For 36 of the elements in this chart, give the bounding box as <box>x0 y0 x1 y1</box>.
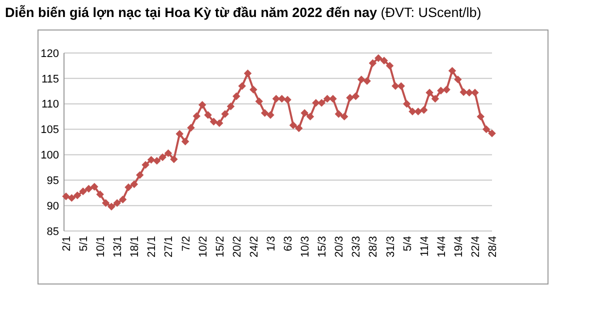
y-tick-label: 95 <box>46 174 59 187</box>
y-tick-label: 110 <box>41 98 59 111</box>
x-tick-label: 31/3 <box>384 236 397 258</box>
chart-subtitle: (ĐVT: UScent/lb) <box>376 5 482 20</box>
y-tick-label: 120 <box>40 48 59 60</box>
x-tick-label: 24/2 <box>248 236 260 258</box>
x-tick-label: 23/3 <box>350 236 363 258</box>
x-tick-label: 1/3 <box>265 236 278 252</box>
x-tick-label: 10/2 <box>197 236 210 258</box>
x-tick-label: 5/1 <box>78 236 90 252</box>
chart-title: Diễn biến giá lợn nạc tại Hoa Kỳ từ đầu năm 2022 đến nay <box>5 5 378 20</box>
x-tick-label: 2/1 <box>61 236 73 252</box>
x-tick-label: 20/2 <box>231 236 244 258</box>
x-tick-label: 21/1 <box>146 236 158 258</box>
y-tick-label: 85 <box>46 226 59 238</box>
x-tick-label: 28/4 <box>487 236 499 258</box>
y-tick-label: 90 <box>46 200 59 212</box>
y-tick-label: 100 <box>40 150 59 162</box>
x-tick-label: 10/3 <box>300 236 312 258</box>
x-tick-label: 13/1 <box>112 236 124 258</box>
x-tick-label: 15/2 <box>214 236 226 258</box>
x-tick-label: 7/2 <box>180 236 192 252</box>
x-tick-label: 15/3 <box>316 236 329 258</box>
x-tick-label: 18/1 <box>129 236 142 258</box>
x-tick-label: 10/1 <box>95 236 108 258</box>
x-tick-label: 27/1 <box>163 236 176 258</box>
x-tick-label: 22/4 <box>470 236 482 258</box>
y-tick-label: 105 <box>40 124 59 136</box>
x-tick-label: 11/4 <box>418 236 431 257</box>
x-tick-label: 14/4 <box>436 236 448 258</box>
x-tick-label: 20/3 <box>334 236 346 258</box>
x-tick-label: 6/3 <box>282 236 295 252</box>
y-tick-label: 115 <box>41 73 59 86</box>
x-tick-label: 28/3 <box>368 236 380 258</box>
x-tick-label: 5/4 <box>402 236 414 252</box>
x-tick-label: 19/4 <box>452 236 465 258</box>
